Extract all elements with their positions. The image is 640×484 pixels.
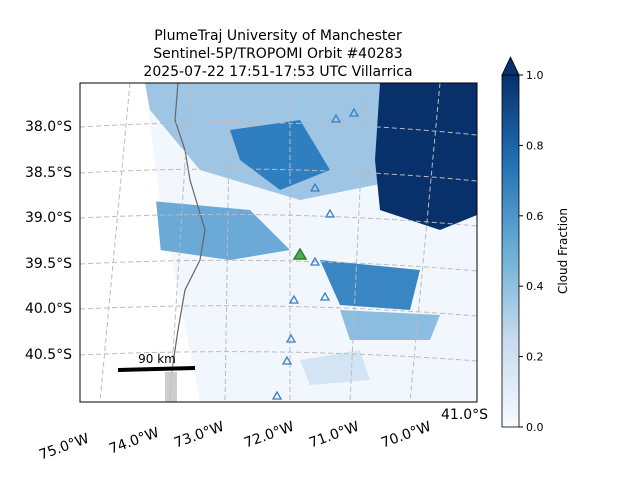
colorbar-tick-label: 0.8 [526,139,544,152]
scale-label: 90 km [138,352,176,366]
title-line: Sentinel-5P/TROPOMI Orbit #40283 [153,46,402,62]
lat-label: 38.5°S [25,165,72,181]
lat-label: 40.0°S [25,301,72,317]
colorbar-tick-label: 0.0 [526,421,544,434]
lon-label: 74.0°W [107,425,161,458]
lon-label: 73.0°W [172,419,226,452]
colorbar-tick-label: 0.4 [526,280,544,293]
colorbar-tick-label: 1.0 [526,69,544,82]
lat-label: 38.0°S [25,119,72,135]
title-line: 2025-07-22 17:51-17:53 UTC Villarrica [143,64,412,80]
lon-label: 70.0°W [379,419,433,452]
colorbar-extend [501,56,520,76]
colorbar-tick-label: 0.6 [526,210,544,223]
lon-label: 72.0°W [242,419,296,452]
lon-label: 71.0°W [307,419,361,452]
lat-label: 39.0°S [25,210,72,226]
lat-label: 41.0°S [441,407,488,423]
lon-label: 75.0°W [37,431,91,464]
lat-label: 40.5°S [25,347,72,363]
colorbar-tick-label: 0.2 [526,351,544,364]
map-frame [79,82,478,403]
colorbar [501,74,520,428]
colorbar-label: Cloud Fraction [556,208,570,294]
map-field [80,83,477,402]
title-line: PlumeTraj University of Manchester [154,28,402,44]
lat-label: 39.5°S [25,256,72,272]
